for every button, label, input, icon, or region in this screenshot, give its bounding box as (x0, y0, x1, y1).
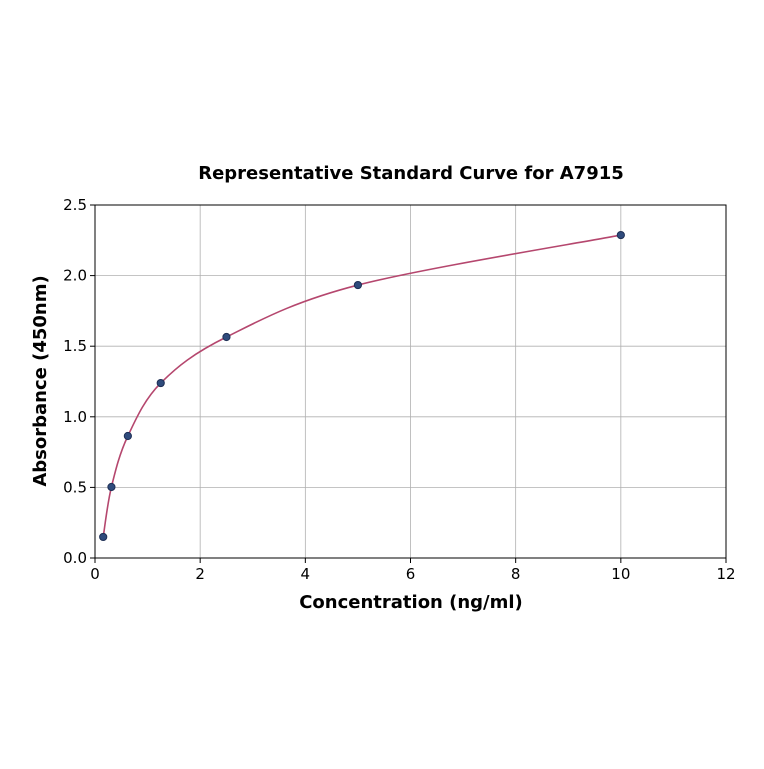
y-tick-label: 1.0 (63, 408, 87, 426)
y-tick-label: 0.5 (63, 478, 87, 496)
x-tick-label: 6 (406, 565, 416, 583)
fit-curve (102, 234, 621, 538)
data-point (222, 332, 231, 342)
data-point (156, 378, 165, 388)
data-point (123, 431, 132, 441)
x-tick-label: 8 (511, 565, 521, 583)
chart-title: Representative Standard Curve for A7915 (198, 163, 624, 184)
grid (94, 204, 727, 559)
y-axis-label: Absorbance (450nm) (30, 275, 51, 486)
data-point (99, 532, 108, 542)
y-axis-ticks: 0.0 0.5 1.0 1.5 2.0 2.5 (63, 196, 95, 567)
x-axis-label: Concentration (ng/ml) (299, 592, 523, 613)
x-tick-label: 12 (716, 565, 735, 583)
x-tick-label: 0 (90, 565, 100, 583)
data-point (107, 482, 116, 492)
x-tick-label: 4 (301, 565, 311, 583)
y-tick-label: 1.5 (63, 337, 87, 355)
x-axis-ticks: 0 2 4 6 8 10 12 (90, 558, 736, 583)
x-tick-label: 10 (611, 565, 630, 583)
fit-curve-group (102, 234, 621, 538)
y-tick-label: 2.0 (63, 267, 87, 285)
y-tick-label: 2.5 (63, 196, 87, 214)
x-tick-label: 2 (195, 565, 205, 583)
y-tick-label: 0.0 (63, 549, 87, 567)
data-point (616, 230, 625, 240)
data-point (353, 280, 363, 290)
points-group (99, 230, 625, 542)
